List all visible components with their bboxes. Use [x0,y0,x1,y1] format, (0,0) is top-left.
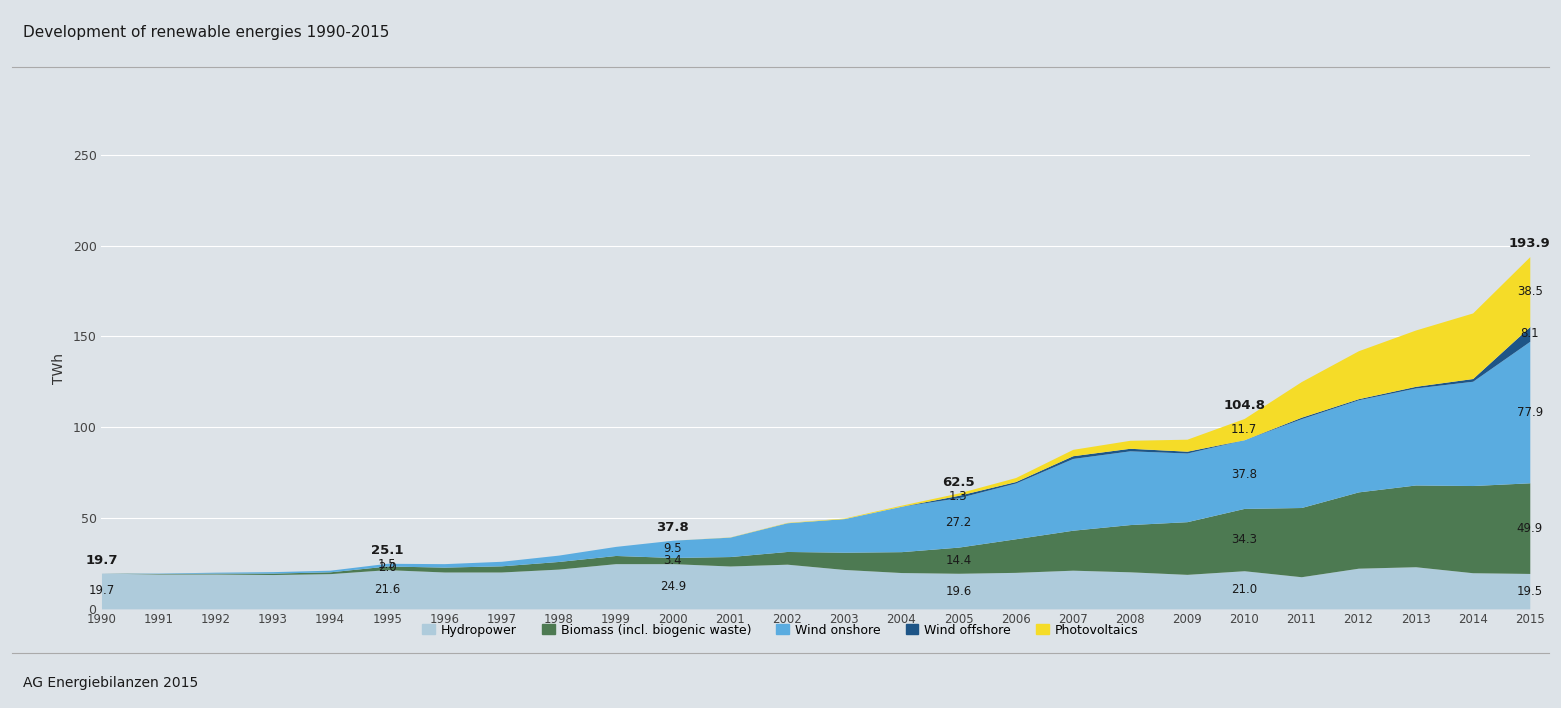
Text: 77.9: 77.9 [1517,406,1542,418]
Text: 37.8: 37.8 [1232,467,1257,481]
Text: 19.7: 19.7 [89,585,114,598]
Text: 11.7: 11.7 [1232,423,1257,435]
Text: 8.1: 8.1 [1520,327,1539,341]
Text: 104.8: 104.8 [1224,399,1264,412]
Text: 14.4: 14.4 [946,554,971,566]
Text: 19.7: 19.7 [86,554,117,566]
Text: 21.6: 21.6 [375,583,400,595]
Text: Development of renewable energies 1990-2015: Development of renewable energies 1990-2… [23,25,390,40]
Text: 27.2: 27.2 [946,516,971,529]
Text: 24.9: 24.9 [660,580,685,593]
Text: 19.5: 19.5 [1517,585,1542,598]
Text: 34.3: 34.3 [1232,533,1257,546]
Text: AG Energiebilanzen 2015: AG Energiebilanzen 2015 [23,676,198,690]
Text: 193.9: 193.9 [1509,237,1550,250]
Legend: Hydropower, Biomass (incl. biogenic waste), Wind onshore, Wind offshore, Photovo: Hydropower, Biomass (incl. biogenic wast… [417,619,1144,641]
Text: 9.5: 9.5 [663,542,682,555]
Text: 1.5: 1.5 [378,558,396,571]
Text: 3.4: 3.4 [663,554,682,567]
Text: 25.1: 25.1 [372,544,403,557]
Y-axis label: TWh: TWh [52,353,66,384]
Text: 37.8: 37.8 [657,521,688,534]
Text: 1.3: 1.3 [949,490,968,503]
Text: 38.5: 38.5 [1517,285,1542,298]
Text: 19.6: 19.6 [946,585,971,598]
Text: 49.9: 49.9 [1517,522,1542,535]
Text: 62.5: 62.5 [943,476,974,489]
Text: 2.0: 2.0 [378,561,396,574]
Text: 21.0: 21.0 [1232,583,1257,596]
